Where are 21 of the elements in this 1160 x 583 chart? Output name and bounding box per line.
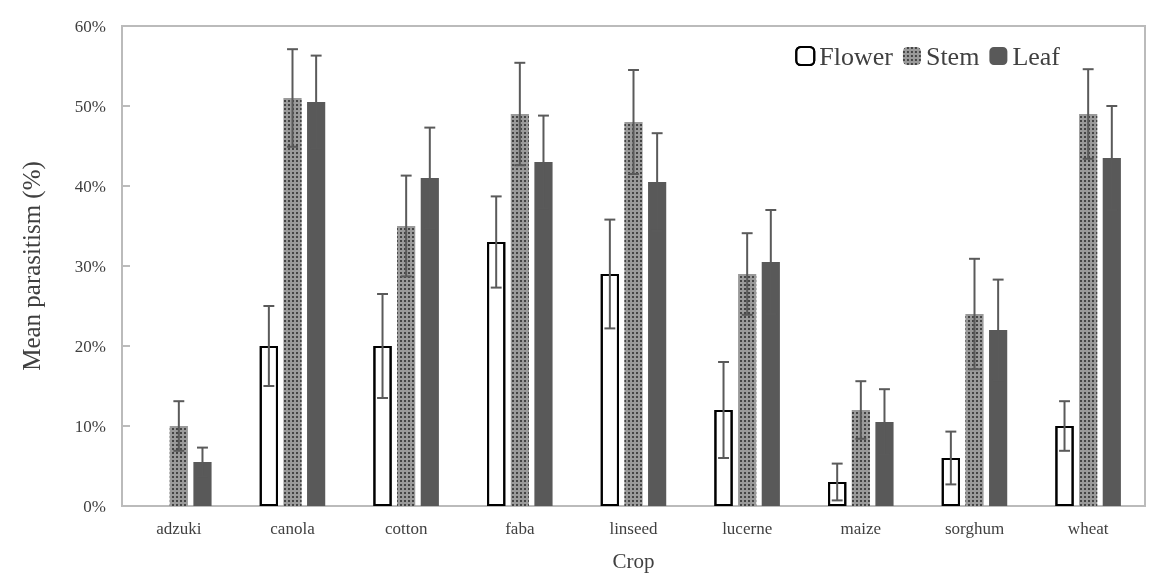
y-tick-label: 40%: [74, 176, 106, 196]
y-axis-title: Mean parasitism (%): [18, 161, 46, 371]
legend-label: Stem: [925, 41, 980, 71]
y-tick-label: 60%: [74, 16, 106, 36]
y-tick-label: 20%: [74, 336, 106, 356]
x-tick-label: sorghum: [944, 519, 1005, 538]
y-tick-label: 50%: [74, 96, 106, 116]
legend-label: Flower: [819, 41, 894, 71]
y-tick-label: 10%: [74, 416, 106, 436]
x-tick-label: wheat: [1067, 519, 1109, 538]
x-axis-title: Crop: [612, 548, 655, 573]
x-tick-label: faba: [505, 519, 535, 538]
x-tick-label: canola: [270, 519, 316, 538]
x-tick-label: lucerne: [722, 519, 773, 538]
x-tick-label: cotton: [384, 519, 428, 538]
y-tick-label: 0%: [83, 496, 106, 516]
x-tick-label: maize: [840, 519, 882, 538]
legend-label: Leaf: [1012, 41, 1061, 71]
x-tick-label: adzuki: [156, 519, 202, 538]
x-tick-label: linseed: [609, 519, 659, 538]
y-tick-label: 30%: [74, 256, 106, 276]
